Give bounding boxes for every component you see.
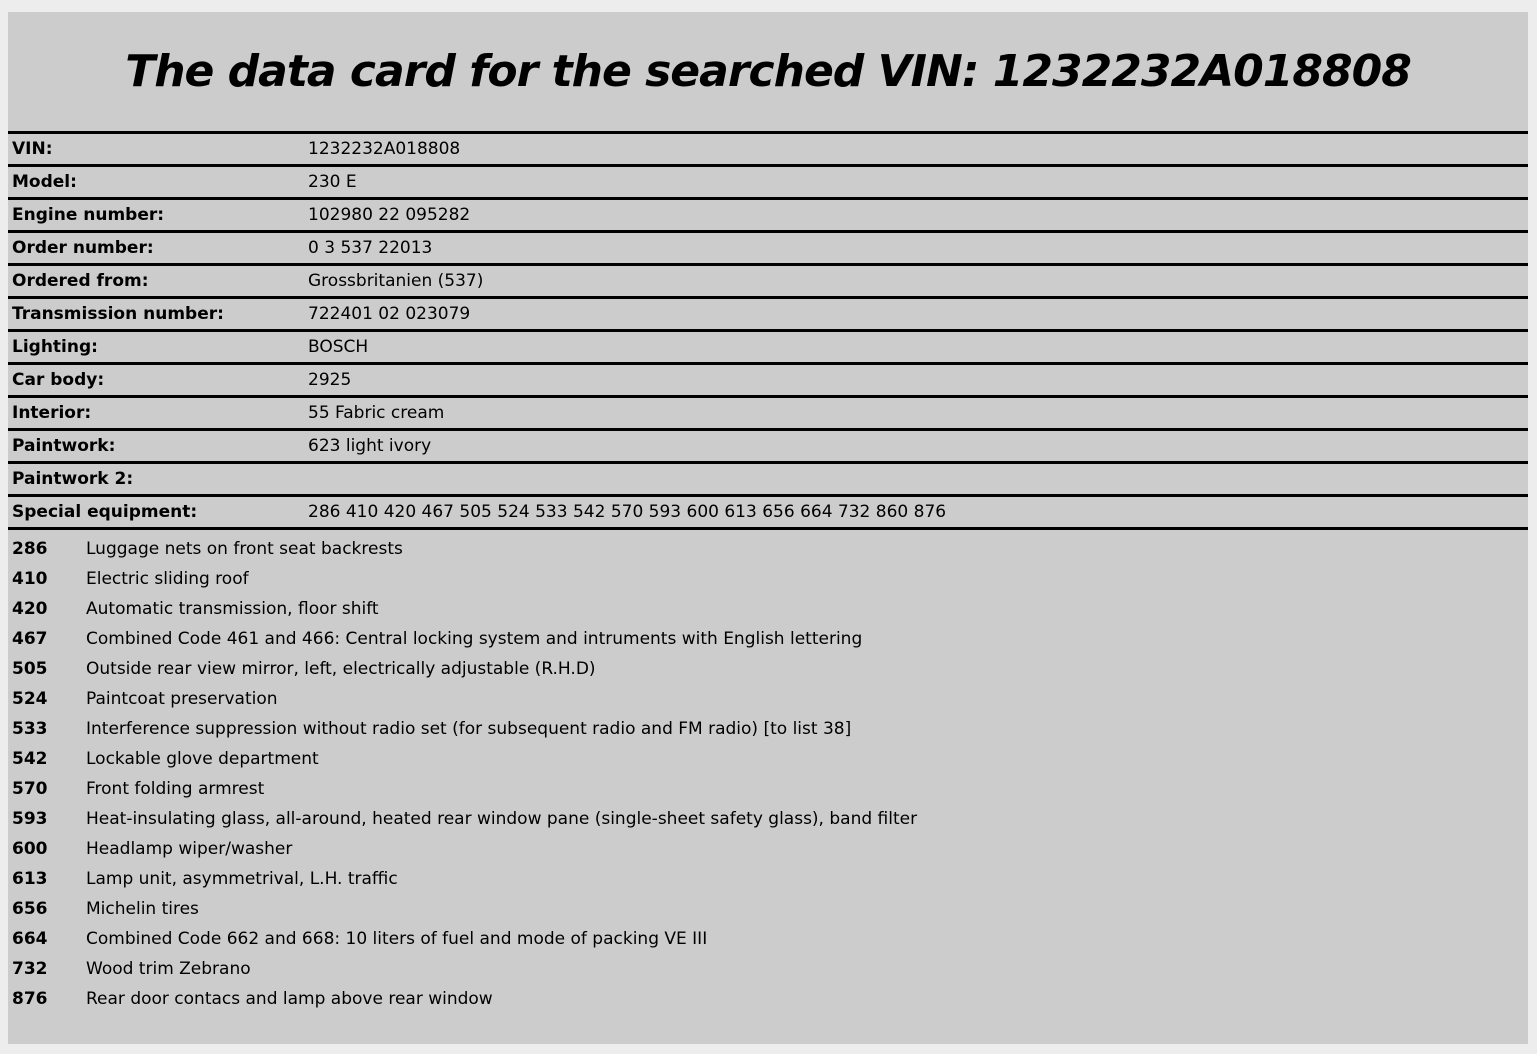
equipment-code: 505 (12, 659, 48, 679)
field-label: Paintwork 2: (8, 461, 308, 496)
equipment-item: 542 Lockable glove department (8, 744, 1528, 774)
data-card-row: VIN: 1232232A018808 (8, 131, 1528, 166)
equipment-code: 600 (12, 839, 48, 859)
equipment-description: Wood trim Zebrano (86, 959, 251, 979)
field-value: 0 3 537 22013 (308, 230, 1528, 265)
equipment-description: Combined Code 461 and 466: Central locki… (86, 629, 863, 649)
data-card-row: Order number: 0 3 537 22013 (8, 230, 1528, 265)
field-label: Ordered from: (8, 263, 308, 298)
equipment-description: Lamp unit, asymmetrival, L.H. traffic (86, 869, 398, 889)
data-card-row: Engine number: 102980 22 095282 (8, 197, 1528, 232)
field-value: 623 light ivory (308, 428, 1528, 463)
equipment-item: 664 Combined Code 662 and 668: 10 liters… (8, 924, 1528, 954)
data-card-row: Transmission number: 722401 02 023079 (8, 296, 1528, 331)
field-value: 286 410 420 467 505 524 533 542 570 593 … (308, 494, 1528, 530)
field-label: Engine number: (8, 197, 308, 232)
equipment-description: Lockable glove department (86, 749, 319, 769)
field-label: Order number: (8, 230, 308, 265)
field-label: Interior: (8, 395, 308, 430)
equipment-item: 524 Paintcoat preservation (8, 684, 1528, 714)
equipment-description: Interference suppression without radio s… (86, 719, 852, 739)
page-title: The data card for the searched VIN: 1232… (125, 46, 1412, 97)
equipment-list: 286 Luggage nets on front seat backrests… (8, 530, 1528, 1014)
field-value: 2925 (308, 362, 1528, 397)
equipment-description: Rear door contacs and lamp above rear wi… (86, 989, 493, 1009)
equipment-item: 420 Automatic transmission, floor shift (8, 594, 1528, 624)
equipment-description: Michelin tires (86, 899, 199, 919)
data-card-table: VIN: 1232232A018808 Model: 230 E Engine … (8, 131, 1528, 530)
equipment-code: 286 (12, 539, 48, 559)
field-label: VIN: (8, 131, 308, 166)
equipment-code: 664 (12, 929, 48, 949)
equipment-code: 533 (12, 719, 48, 739)
field-value: 1232232A018808 (308, 131, 1528, 166)
equipment-item: 570 Front folding armrest (8, 774, 1528, 804)
field-value: 55 Fabric cream (308, 395, 1528, 430)
equipment-description: Automatic transmission, floor shift (86, 599, 379, 619)
equipment-description: Heat-insulating glass, all-around, heate… (86, 809, 918, 829)
equipment-item: 467 Combined Code 461 and 466: Central l… (8, 624, 1528, 654)
equipment-item: 505 Outside rear view mirror, left, elec… (8, 654, 1528, 684)
field-value (308, 461, 1528, 496)
data-card-rows: VIN: 1232232A018808 Model: 230 E Engine … (8, 131, 1528, 530)
field-label: Transmission number: (8, 296, 308, 331)
field-value: BOSCH (308, 329, 1528, 364)
equipment-code: 467 (12, 629, 48, 649)
equipment-code: 410 (12, 569, 48, 589)
equipment-item: 876 Rear door contacs and lamp above rea… (8, 984, 1528, 1014)
equipment-item: 656 Michelin tires (8, 894, 1528, 924)
equipment-description: Paintcoat preservation (86, 689, 278, 709)
equipment-code: 420 (12, 599, 48, 619)
equipment-item: 600 Headlamp wiper/washer (8, 834, 1528, 864)
equipment-item: 613 Lamp unit, asymmetrival, L.H. traffi… (8, 864, 1528, 894)
equipment-item: 286 Luggage nets on front seat backrests (8, 534, 1528, 564)
equipment-code: 542 (12, 749, 48, 769)
field-label: Car body: (8, 362, 308, 397)
data-card-row: Ordered from: Grossbritanien (537) (8, 263, 1528, 298)
field-value: 722401 02 023079 (308, 296, 1528, 331)
field-label: Paintwork: (8, 428, 308, 463)
field-value: Grossbritanien (537) (308, 263, 1528, 298)
equipment-code: 732 (12, 959, 48, 979)
equipment-item: 410 Electric sliding roof (8, 564, 1528, 594)
equipment-code: 876 (12, 989, 48, 1009)
field-label: Model: (8, 164, 308, 199)
data-card-row: Lighting: BOSCH (8, 329, 1528, 364)
data-card: The data card for the searched VIN: 1232… (8, 12, 1528, 1044)
equipment-description: Luggage nets on front seat backrests (86, 539, 403, 559)
equipment-item: 593 Heat-insulating glass, all-around, h… (8, 804, 1528, 834)
field-label: Special equipment: (8, 494, 308, 530)
equipment-description: Headlamp wiper/washer (86, 839, 293, 859)
equipment-item: 533 Interference suppression without rad… (8, 714, 1528, 744)
data-card-row: Special equipment: 286 410 420 467 505 5… (8, 494, 1528, 530)
equipment-description: Combined Code 662 and 668: 10 liters of … (86, 929, 708, 949)
data-card-row: Paintwork: 623 light ivory (8, 428, 1528, 463)
data-card-row: Paintwork 2: (8, 461, 1528, 496)
data-card-row: Interior: 55 Fabric cream (8, 395, 1528, 430)
equipment-code: 593 (12, 809, 48, 829)
equipment-description: Front folding armrest (86, 779, 265, 799)
equipment-item: 732 Wood trim Zebrano (8, 954, 1528, 984)
equipment-code: 613 (12, 869, 48, 889)
field-label: Lighting: (8, 329, 308, 364)
data-card-row: Model: 230 E (8, 164, 1528, 199)
field-value: 102980 22 095282 (308, 197, 1528, 232)
equipment-description: Outside rear view mirror, left, electric… (86, 659, 596, 679)
equipment-code: 524 (12, 689, 48, 709)
equipment-description: Electric sliding roof (86, 569, 249, 589)
field-value: 230 E (308, 164, 1528, 199)
equipment-code: 570 (12, 779, 48, 799)
equipment-code: 656 (12, 899, 48, 919)
data-card-row: Car body: 2925 (8, 362, 1528, 397)
